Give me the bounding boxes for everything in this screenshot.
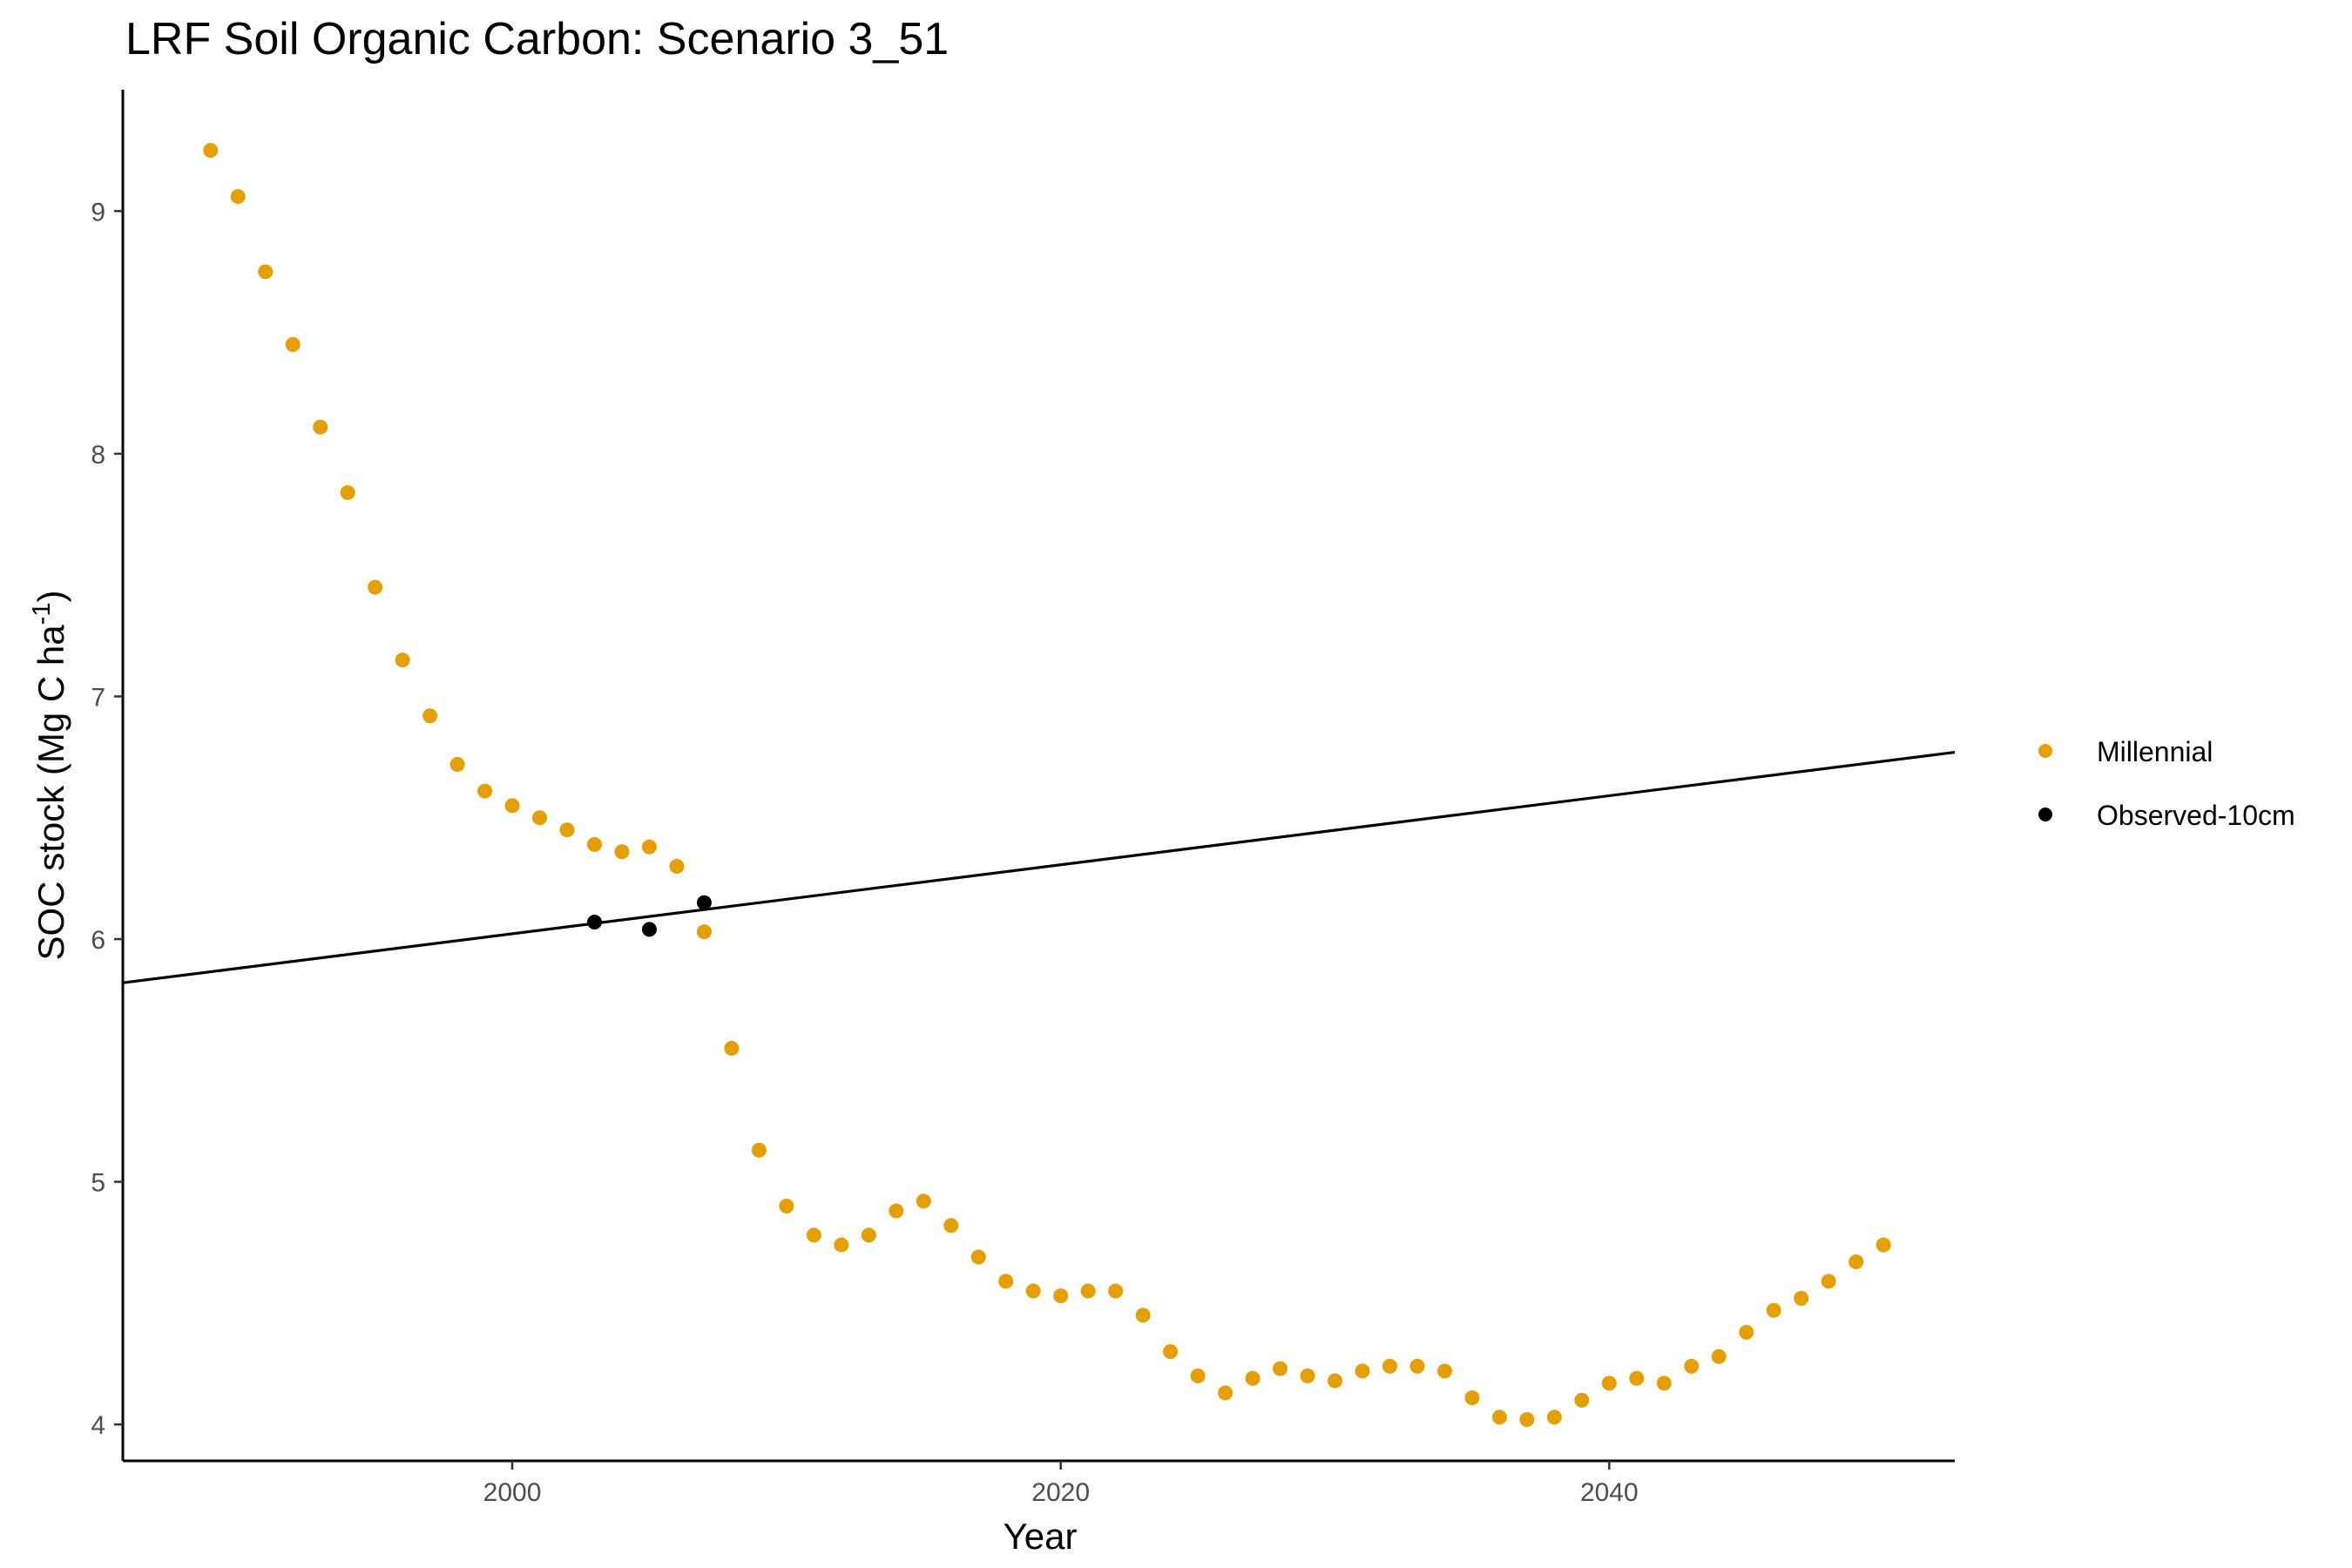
- y-tick-label: 8: [91, 441, 105, 470]
- millennial-point: [1300, 1368, 1315, 1383]
- millennial-point: [586, 836, 602, 852]
- millennial-point: [1135, 1308, 1151, 1323]
- millennial-point: [1519, 1412, 1535, 1428]
- millennial-point: [1080, 1283, 1096, 1299]
- millennial-point: [1436, 1363, 1452, 1379]
- millennial-point: [1766, 1302, 1781, 1318]
- millennial-point: [1382, 1358, 1397, 1374]
- millennial-point: [834, 1237, 849, 1253]
- millennial-point: [614, 844, 630, 860]
- millennial-point: [943, 1218, 959, 1233]
- millennial-point: [1053, 1288, 1069, 1304]
- observed-10cm-point: [641, 922, 657, 937]
- millennial-point: [1629, 1370, 1645, 1386]
- millennial-point: [504, 798, 520, 814]
- millennial-point: [1409, 1358, 1425, 1374]
- millennial-point: [889, 1203, 904, 1219]
- millennial-point: [724, 1040, 740, 1056]
- chart-title: LRF Soil Organic Carbon: Scenario 3_51: [125, 14, 949, 64]
- millennial-point: [1190, 1368, 1206, 1383]
- millennial-point: [285, 337, 301, 353]
- millennial-point: [1464, 1390, 1480, 1406]
- x-tick-label: 2020: [1031, 1478, 1090, 1507]
- y-tick-label: 7: [91, 683, 105, 712]
- y-axis-title-superscript: -1: [28, 603, 56, 625]
- millennial-point: [449, 756, 465, 772]
- observed-10cm-point: [696, 895, 712, 910]
- x-tick-label: 2040: [1580, 1478, 1639, 1507]
- millennial-point: [1328, 1373, 1343, 1389]
- y-axis-title-main: SOC stock (Mg C ha: [30, 625, 71, 961]
- y-tick-label: 6: [91, 926, 105, 955]
- x-axis-ticks: 2000 2020 2040: [483, 1461, 1639, 1507]
- legend-key-millennial: [2038, 744, 2052, 758]
- trend-line: [122, 750, 1956, 984]
- y-axis-title-close: ): [30, 591, 71, 603]
- plot-panel: [122, 143, 1956, 1428]
- y-axis-ticks: 4 5 6 7 8 9: [91, 198, 123, 1440]
- millennial-point: [313, 419, 328, 435]
- millennial-point: [1876, 1237, 1891, 1253]
- legend-label-millennial: Millennial: [2097, 736, 2213, 767]
- millennial-point: [422, 708, 438, 724]
- x-tick-label: 2000: [483, 1478, 542, 1507]
- millennial-point: [559, 822, 575, 838]
- millennial-point: [1273, 1361, 1288, 1376]
- millennial-point: [970, 1249, 986, 1265]
- millennial-point: [779, 1198, 794, 1213]
- millennial-point: [532, 810, 548, 826]
- millennial-point: [340, 484, 355, 500]
- millennial-point: [696, 924, 712, 940]
- millennial-point: [1218, 1385, 1233, 1401]
- millennial-point: [669, 858, 685, 874]
- millennial-point: [1601, 1375, 1617, 1391]
- millennial-point: [1739, 1324, 1754, 1340]
- millennial-point: [1794, 1290, 1809, 1306]
- millennial-point: [1684, 1358, 1700, 1374]
- y-axis-title: SOC stock (Mg C ha-1): [28, 591, 71, 961]
- millennial-point: [368, 579, 383, 595]
- y-tick-label: 9: [91, 198, 105, 226]
- millennial-point: [1574, 1392, 1590, 1408]
- y-tick-label: 5: [91, 1169, 105, 1198]
- millennial-point: [1025, 1283, 1041, 1299]
- observed-10cm-point: [586, 915, 602, 930]
- millennial-point: [477, 783, 493, 799]
- millennial-point: [1491, 1409, 1507, 1425]
- millennial-point: [1656, 1375, 1672, 1391]
- millennial-point: [395, 652, 410, 668]
- millennial-point: [861, 1227, 876, 1243]
- millennial-point: [1108, 1283, 1124, 1299]
- millennial-point: [806, 1227, 821, 1243]
- millennial-point: [998, 1274, 1014, 1289]
- millennial-point: [203, 143, 219, 159]
- millennial-point: [1355, 1363, 1370, 1379]
- millennial-point: [1711, 1348, 1727, 1364]
- millennial-point: [230, 189, 246, 205]
- millennial-point: [1848, 1254, 1864, 1270]
- y-tick-label: 4: [91, 1411, 105, 1440]
- legend: Millennial Observed-10cm: [2038, 736, 2295, 831]
- legend-label-observed: Observed-10cm: [2097, 800, 2295, 831]
- millennial-point: [916, 1193, 931, 1209]
- millennial-point: [641, 839, 657, 855]
- millennial-point: [1245, 1370, 1260, 1386]
- millennial-point: [258, 264, 274, 280]
- millennial-point: [1546, 1409, 1562, 1425]
- x-axis-title: Year: [1004, 1516, 1078, 1557]
- millennial-point: [1821, 1274, 1836, 1289]
- legend-key-observed: [2038, 808, 2052, 821]
- millennial-point: [1163, 1344, 1179, 1360]
- millennial-point: [751, 1142, 767, 1158]
